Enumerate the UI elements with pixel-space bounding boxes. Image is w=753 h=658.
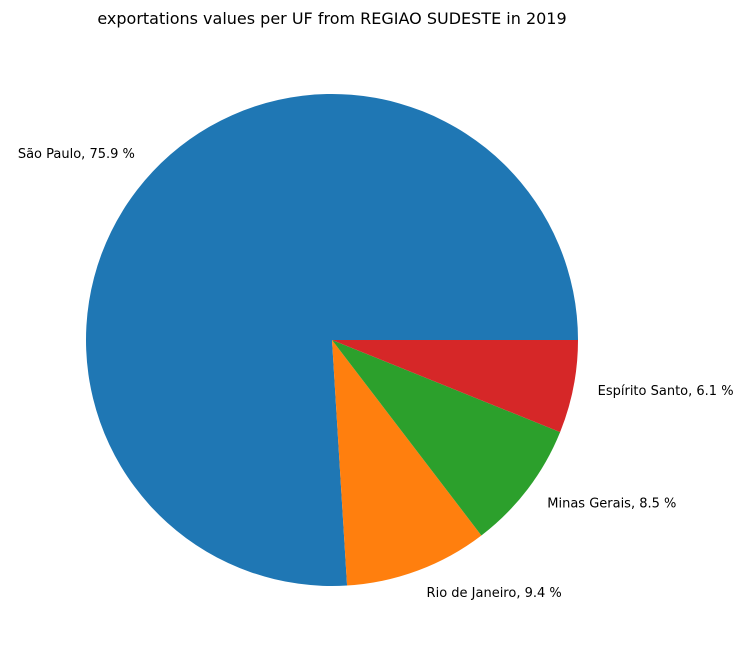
pie-slice-rio-de-janeiro	[332, 340, 482, 586]
pie-label-rio-de-janeiro: Rio de Janeiro, 9.4 %	[427, 586, 562, 601]
pie-slice-esp-rito-santo	[332, 340, 578, 433]
pie-label-minas-gerais: Minas Gerais, 8.5 %	[547, 496, 676, 511]
pie-slice-minas-gerais	[332, 340, 561, 536]
pie-labels: São Paulo, 75.9 % Rio de Janeiro, 9.4 % Mi…	[18, 147, 734, 601]
pie-slices	[85, 93, 578, 587]
chart-title: exportations values per UF from REGIAO S…	[97, 9, 566, 28]
pie-label-esp-rito-santo: Espírito Santo, 6.1 %	[598, 384, 734, 399]
pie-label-s-o-paulo: São Paulo, 75.9 %	[18, 147, 135, 162]
